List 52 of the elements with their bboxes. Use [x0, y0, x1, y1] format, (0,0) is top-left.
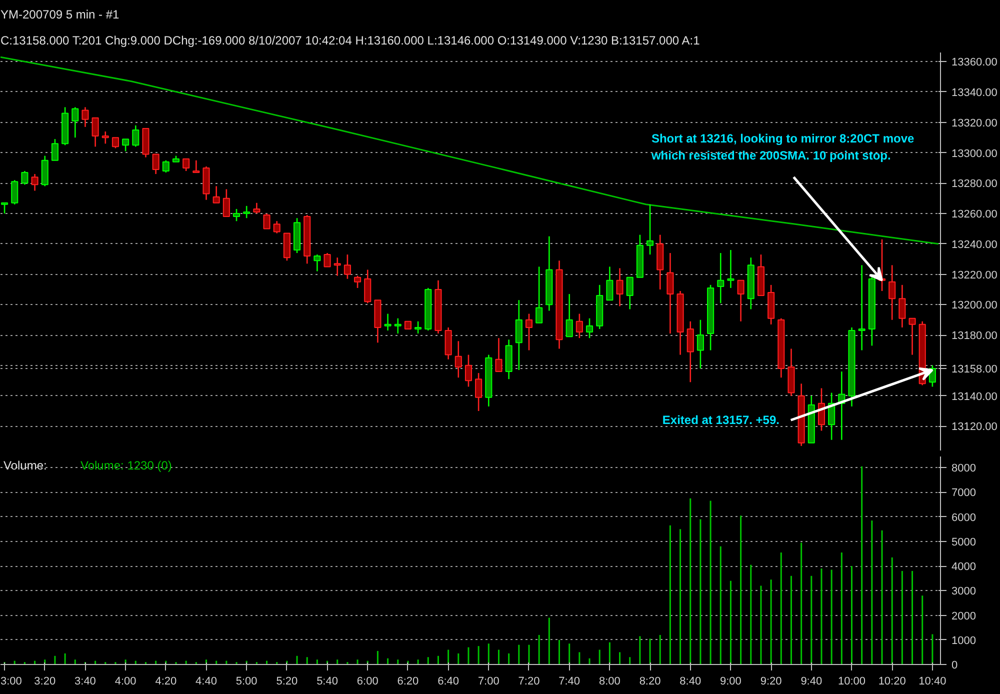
x-tick-label: 7:40: [558, 676, 580, 688]
chart-subtitle: C:13158.000 T:201 Chg:9.000 DChg:-169.000 8/10/2007 10:42:04 H:13160.000 L:13146.000 O:13149.000 V:1230 B:13157.000 A:1: [0, 34, 700, 48]
x-tick-label: 5:00: [236, 676, 258, 688]
y-tick-label: 13300.00: [952, 148, 998, 160]
x-tick-label: 3:00: [0, 676, 22, 688]
y-tick-label: 3000: [952, 586, 976, 598]
y-tick-label: 13280.00: [952, 178, 998, 190]
y-tick-label: 13120.00: [952, 421, 998, 434]
x-tick-label: 4:00: [114, 676, 136, 688]
x-tick-label: 3:40: [74, 676, 96, 688]
x-tick-label: 8:00: [598, 676, 620, 688]
y-tick-label: 7000: [952, 487, 976, 500]
y-tick-label: 13240.00: [952, 238, 998, 251]
y-tick-label: 0: [952, 660, 958, 672]
y-tick-label: 13340.00: [952, 86, 998, 99]
annotation: Short at 13216, looking to mirror 8:20CT move which resisted the 200SMA. 10 point stop.: [650, 131, 914, 162]
y-tick-label: 13320.00: [952, 117, 998, 130]
y-tick-label: 13180.00: [952, 330, 998, 342]
x-tick-label: 9:20: [760, 676, 782, 688]
x-tick-label: 10:20: [878, 676, 906, 688]
chart-title: YM-200709 5 min - #1: [0, 8, 120, 22]
x-tick-label: 4:40: [196, 676, 217, 688]
y-tick-label: 8000: [952, 462, 976, 475]
x-tick-label: 6:20: [397, 676, 419, 688]
x-tick-label: 8:20: [639, 676, 661, 688]
x-tick-label: 10:40: [918, 676, 946, 688]
x-tick-label: 10:00: [838, 676, 866, 688]
y-tick-label: 4000: [952, 561, 976, 574]
y-tick-label: 6000: [952, 512, 976, 524]
annotation: Exited at 13157. +59.: [662, 413, 780, 428]
x-tick-label: 6:40: [438, 676, 460, 688]
y-tick-label: 5000: [952, 536, 976, 548]
x-tick-label: 7:20: [518, 676, 540, 688]
y-tick-label: 13158.00: [952, 363, 998, 376]
y-tick-label: 1000: [952, 634, 976, 647]
y-tick-label: 13220.00: [952, 269, 998, 282]
x-tick-label: 8:40: [680, 676, 702, 688]
x-tick-label: 9:00: [720, 676, 742, 688]
x-tick-label: 3:20: [34, 676, 56, 688]
x-tick-label: 4:20: [155, 676, 177, 688]
y-tick-label: 2000: [952, 610, 976, 622]
x-tick-label: 5:20: [276, 676, 298, 688]
x-tick-label: 5:40: [316, 676, 338, 688]
y-tick-label: 13140.00: [952, 390, 998, 403]
x-tick-label: 7:00: [478, 676, 500, 688]
y-tick-label: 13260.00: [952, 208, 998, 221]
chart-subtitle: Volume: 1230 (0): [80, 458, 172, 472]
y-tick-label: 13200.00: [952, 300, 998, 312]
y-tick-label: 13360.00: [952, 56, 998, 69]
x-tick-label: 6:00: [356, 676, 378, 688]
x-tick-label: 9:40: [800, 676, 822, 688]
chart-title: Volume:: [4, 458, 47, 472]
